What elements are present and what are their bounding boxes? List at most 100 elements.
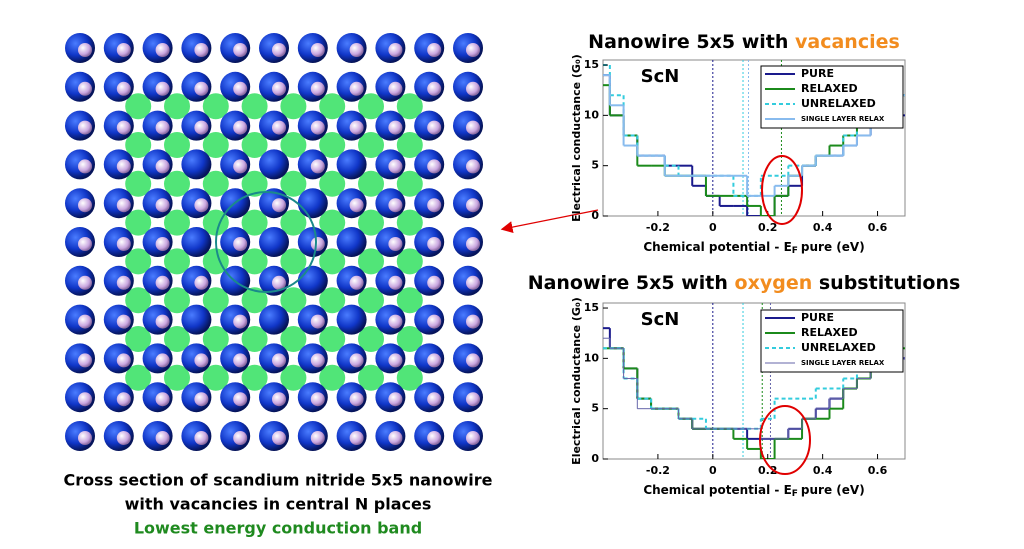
nitrogen-atom xyxy=(155,275,170,290)
plot xyxy=(603,60,905,216)
charge-density xyxy=(241,326,268,352)
nitrogen-atom xyxy=(427,353,442,368)
charge-density xyxy=(125,326,152,352)
nitrogen-atom xyxy=(349,275,364,290)
nitrogen-atom xyxy=(427,81,442,96)
nitrogen-atom xyxy=(272,392,286,407)
x-tick-label: 0.2 xyxy=(758,464,778,477)
x-label-part: pure (eV) xyxy=(801,240,865,254)
charge-density xyxy=(164,132,190,158)
charge-density xyxy=(319,209,346,236)
charge-density xyxy=(396,170,423,197)
legend-box xyxy=(760,65,904,129)
charge-density xyxy=(241,287,268,314)
charge-density xyxy=(396,326,423,352)
nitrogen-atom xyxy=(155,392,170,407)
nitrogen-atom xyxy=(194,353,209,368)
nitrogen-atom xyxy=(116,353,131,368)
nitrogen-atom xyxy=(310,43,325,57)
scandium-atom xyxy=(336,227,367,257)
charge-density xyxy=(358,209,384,236)
nitrogen-atom xyxy=(155,198,170,213)
x-axis-label: Chemical potential - EF pure (eV) xyxy=(643,240,864,256)
nitrogen-atom xyxy=(78,159,92,174)
nitrogen-atom xyxy=(116,198,131,213)
nitrogen-atom xyxy=(78,314,92,329)
x-tick-label: 0.6 xyxy=(868,464,888,477)
charge-density xyxy=(164,170,190,197)
pointer-arrow xyxy=(500,209,599,234)
annotation: ScN xyxy=(641,309,680,330)
nitrogen-atom xyxy=(155,431,170,445)
charge-density xyxy=(241,364,268,391)
nitrogen-atom xyxy=(388,314,403,329)
nitrogen-atom xyxy=(233,392,248,407)
nitrogen-atom xyxy=(194,43,209,57)
title-part: vacancies xyxy=(795,31,900,53)
nitrogen-atom xyxy=(116,43,131,57)
nitrogen-atom xyxy=(427,237,442,251)
charts: Nanowire 5x5 with vacancies -0.2 0 0.2 0.4 0.… xyxy=(528,31,961,499)
charge-density xyxy=(358,364,384,391)
nitrogen-atom xyxy=(155,43,170,57)
nitrogen-atom xyxy=(310,120,325,135)
nitrogen-atom xyxy=(155,314,170,329)
nitrogen-atom xyxy=(78,198,92,213)
nitrogen-atom xyxy=(466,353,480,368)
charge-density xyxy=(164,248,190,275)
scandium-atom xyxy=(336,149,367,180)
nitrogen-atom xyxy=(466,392,480,407)
charge-density xyxy=(164,364,190,391)
highlight-ellipse xyxy=(759,405,811,475)
nitrogen-atom xyxy=(272,81,286,96)
nitrogen-atom xyxy=(310,159,325,174)
charge-density xyxy=(202,170,229,197)
annotation: ScN xyxy=(641,66,680,87)
legend-label: PURE xyxy=(801,311,834,324)
charge-density xyxy=(241,93,268,120)
nitrogen-atom xyxy=(310,431,325,445)
y-tick-label: 15 xyxy=(584,301,599,314)
y-tick-label: 0 xyxy=(591,452,599,465)
charge-density xyxy=(396,364,423,391)
nitrogen-atom xyxy=(388,43,403,57)
nitrogen-atom xyxy=(466,81,480,96)
nitrogen-atom xyxy=(116,314,131,329)
charge-density xyxy=(202,93,229,120)
scandium-atom xyxy=(259,304,289,335)
caption-line: Lowest energy conduction band xyxy=(134,519,422,538)
charge-density xyxy=(319,93,346,120)
scandium-atom xyxy=(297,265,328,296)
nitrogen-atom xyxy=(349,392,364,407)
nitrogen-atom xyxy=(349,120,364,135)
nitrogen-atom xyxy=(427,120,442,135)
nitrogen-atom xyxy=(272,275,286,290)
nitrogen-atom xyxy=(388,353,403,368)
nitrogen-atom xyxy=(388,392,403,407)
nitrogen-atom xyxy=(466,431,480,445)
charge-density xyxy=(319,287,346,314)
charge-density xyxy=(125,248,152,275)
nitrogen-atom xyxy=(233,431,248,445)
nitrogen-atom xyxy=(272,431,286,445)
nitrogen-atom xyxy=(310,237,325,251)
charge-density xyxy=(396,209,423,236)
scandium-atom xyxy=(259,149,289,180)
charge-density xyxy=(125,287,152,314)
legend-label: SINGLE LAYER RELAX xyxy=(801,359,885,367)
nitrogen-atom xyxy=(427,314,442,329)
charge-density xyxy=(241,248,268,275)
charge-density xyxy=(280,209,307,236)
charge-density xyxy=(125,209,152,236)
y-tick-label: 5 xyxy=(591,159,599,172)
nitrogen-atom xyxy=(194,120,209,135)
x-tick-label: 0.4 xyxy=(813,221,833,234)
nitrogen-atom xyxy=(466,275,480,290)
nitrogen-atom xyxy=(349,43,364,57)
nitrogen-atom xyxy=(427,392,442,407)
charge-density xyxy=(358,170,384,197)
legend-label: SINGLE LAYER RELAX xyxy=(801,115,885,123)
nitrogen-atom xyxy=(272,353,286,368)
charge-density xyxy=(164,93,190,120)
